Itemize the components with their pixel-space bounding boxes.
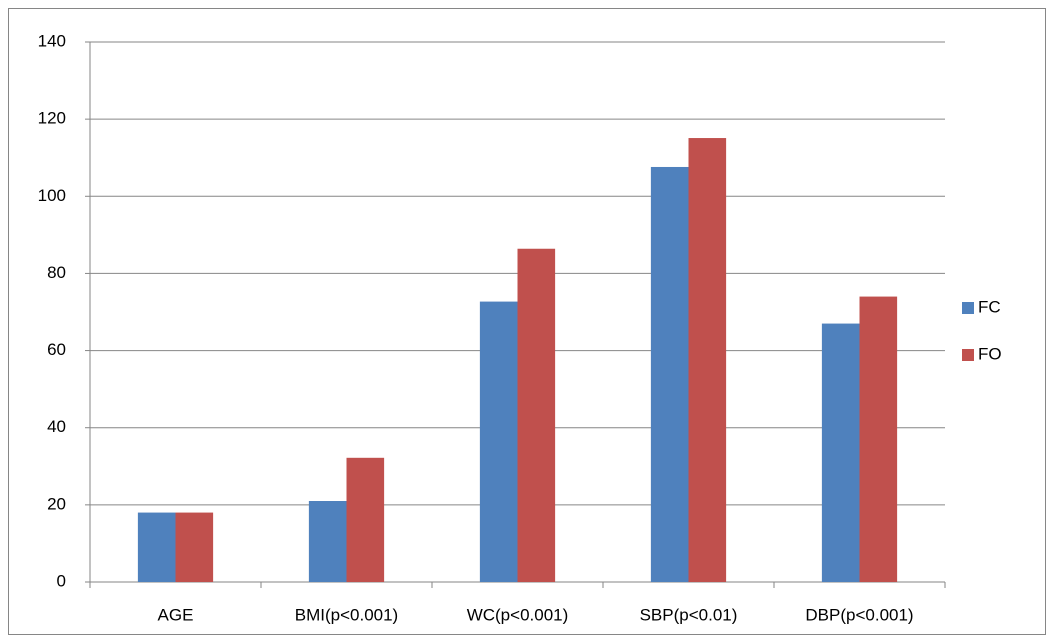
x-tick-label: BMI(p<0.001)	[295, 605, 398, 624]
bar	[137, 512, 176, 582]
y-tick-label: 120	[38, 109, 66, 128]
x-tick-label: DBP(p<0.001)	[805, 605, 913, 624]
bar	[346, 457, 385, 582]
y-tick-label: 0	[57, 571, 66, 590]
bar	[859, 296, 898, 582]
y-tick-label: 20	[47, 494, 66, 513]
y-tick-label: 140	[38, 31, 66, 50]
bar	[688, 138, 727, 583]
y-tick-label: 100	[38, 186, 66, 205]
bar	[479, 301, 518, 582]
y-tick-label: 60	[47, 340, 66, 359]
legend-swatch	[962, 302, 974, 314]
bar	[821, 323, 860, 582]
x-tick-label: SBP(p<0.01)	[640, 605, 738, 624]
legend-label: FC	[978, 297, 1001, 316]
y-tick-label: 40	[47, 417, 66, 436]
bar	[308, 501, 347, 582]
legend-label: FO	[978, 344, 1002, 363]
bar	[650, 166, 689, 582]
bar	[517, 248, 556, 582]
bar	[175, 512, 214, 582]
y-tick-label: 80	[47, 263, 66, 282]
x-tick-label: WC(p<0.001)	[467, 605, 569, 624]
legend-swatch	[962, 349, 974, 361]
x-tick-label: AGE	[158, 605, 194, 624]
